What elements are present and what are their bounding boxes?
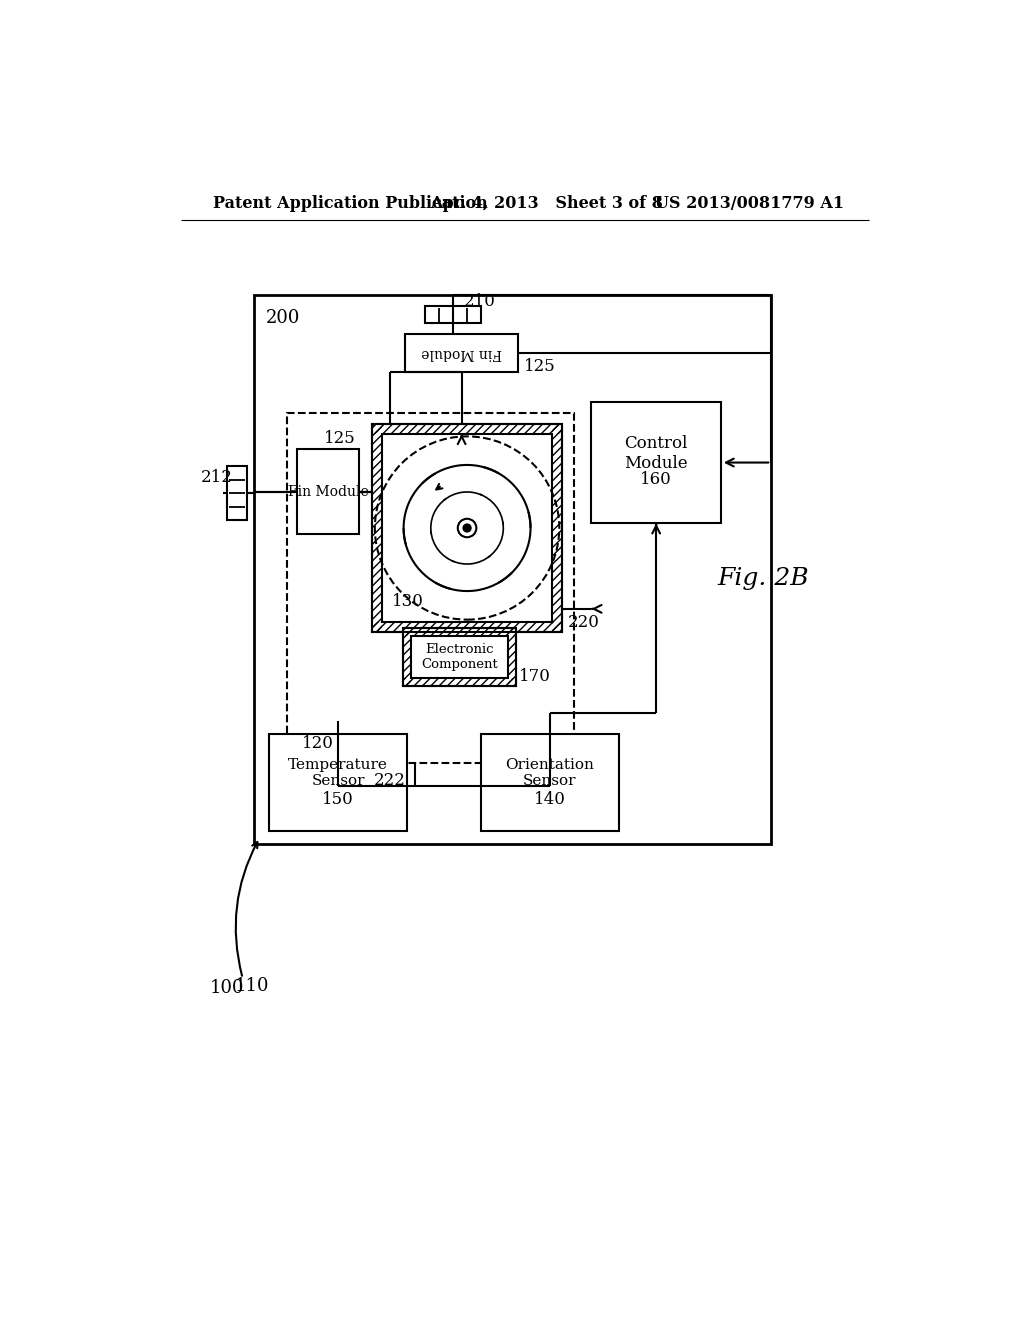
Bar: [269, 734, 407, 830]
Bar: [403, 628, 515, 686]
Bar: [403, 628, 515, 636]
Text: 125: 125: [324, 430, 355, 447]
Text: 150: 150: [323, 791, 354, 808]
Text: Electronic
Component: Electronic Component: [421, 643, 498, 671]
Bar: [406, 334, 518, 372]
Text: Apr. 4, 2013   Sheet 3 of 8: Apr. 4, 2013 Sheet 3 of 8: [430, 194, 664, 211]
Bar: [552, 424, 562, 632]
Bar: [403, 678, 515, 686]
Bar: [372, 622, 562, 632]
Text: 110: 110: [234, 977, 269, 995]
Bar: [297, 449, 359, 535]
Bar: [372, 424, 562, 434]
Text: 140: 140: [534, 791, 565, 808]
Bar: [411, 636, 508, 678]
Text: 200: 200: [266, 309, 300, 327]
Bar: [287, 413, 573, 763]
Text: Fin Module: Fin Module: [421, 346, 502, 360]
Bar: [372, 424, 382, 632]
Bar: [508, 628, 515, 686]
Text: 125: 125: [524, 358, 556, 375]
Bar: [592, 401, 721, 524]
Bar: [403, 628, 411, 686]
Text: 220: 220: [568, 614, 600, 631]
Bar: [372, 424, 562, 632]
Text: Control
Module: Control Module: [625, 436, 688, 471]
Bar: [403, 628, 515, 686]
Text: 170: 170: [519, 668, 551, 685]
Text: 210: 210: [464, 293, 496, 310]
Text: US 2013/0081779 A1: US 2013/0081779 A1: [655, 194, 844, 211]
Bar: [227, 466, 247, 520]
Text: 100: 100: [209, 979, 244, 998]
Text: Fin Module: Fin Module: [288, 484, 369, 499]
Text: Temperature
Sensor: Temperature Sensor: [288, 758, 388, 788]
Bar: [372, 424, 562, 632]
Bar: [254, 296, 771, 843]
Text: 120: 120: [302, 735, 334, 752]
Text: 160: 160: [640, 471, 672, 488]
Text: 130: 130: [391, 593, 423, 610]
Bar: [425, 306, 480, 323]
Bar: [480, 734, 618, 830]
Text: 212: 212: [201, 470, 232, 487]
Text: Patent Application Publication: Patent Application Publication: [213, 194, 488, 211]
Circle shape: [458, 519, 476, 537]
Text: 222: 222: [374, 772, 406, 789]
Circle shape: [463, 523, 472, 532]
Text: Orientation
Sensor: Orientation Sensor: [505, 758, 594, 788]
Bar: [382, 434, 552, 622]
Text: Fig. 2B: Fig. 2B: [718, 566, 809, 590]
